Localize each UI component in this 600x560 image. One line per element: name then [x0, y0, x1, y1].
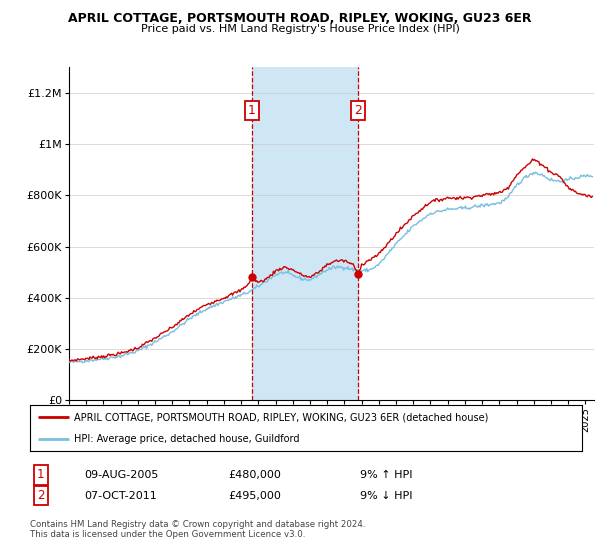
Text: APRIL COTTAGE, PORTSMOUTH ROAD, RIPLEY, WOKING, GU23 6ER (detached house): APRIL COTTAGE, PORTSMOUTH ROAD, RIPLEY, … [74, 412, 488, 422]
Text: APRIL COTTAGE, PORTSMOUTH ROAD, RIPLEY, WOKING, GU23 6ER: APRIL COTTAGE, PORTSMOUTH ROAD, RIPLEY, … [68, 12, 532, 25]
Text: 1: 1 [248, 104, 256, 117]
Text: 09-AUG-2005: 09-AUG-2005 [84, 470, 158, 480]
Text: 9% ↓ HPI: 9% ↓ HPI [360, 491, 413, 501]
Text: 2: 2 [37, 489, 44, 502]
Text: 9% ↑ HPI: 9% ↑ HPI [360, 470, 413, 480]
Text: 2: 2 [354, 104, 362, 117]
Text: £495,000: £495,000 [228, 491, 281, 501]
Text: 07-OCT-2011: 07-OCT-2011 [84, 491, 157, 501]
Bar [252, 67, 358, 400]
Text: HPI: Average price, detached house, Guildford: HPI: Average price, detached house, Guil… [74, 435, 299, 444]
Text: £480,000: £480,000 [228, 470, 281, 480]
Text: 1: 1 [37, 468, 44, 482]
Text: Contains HM Land Registry data © Crown copyright and database right 2024.
This d: Contains HM Land Registry data © Crown c… [30, 520, 365, 539]
Text: Price paid vs. HM Land Registry's House Price Index (HPI): Price paid vs. HM Land Registry's House … [140, 24, 460, 34]
